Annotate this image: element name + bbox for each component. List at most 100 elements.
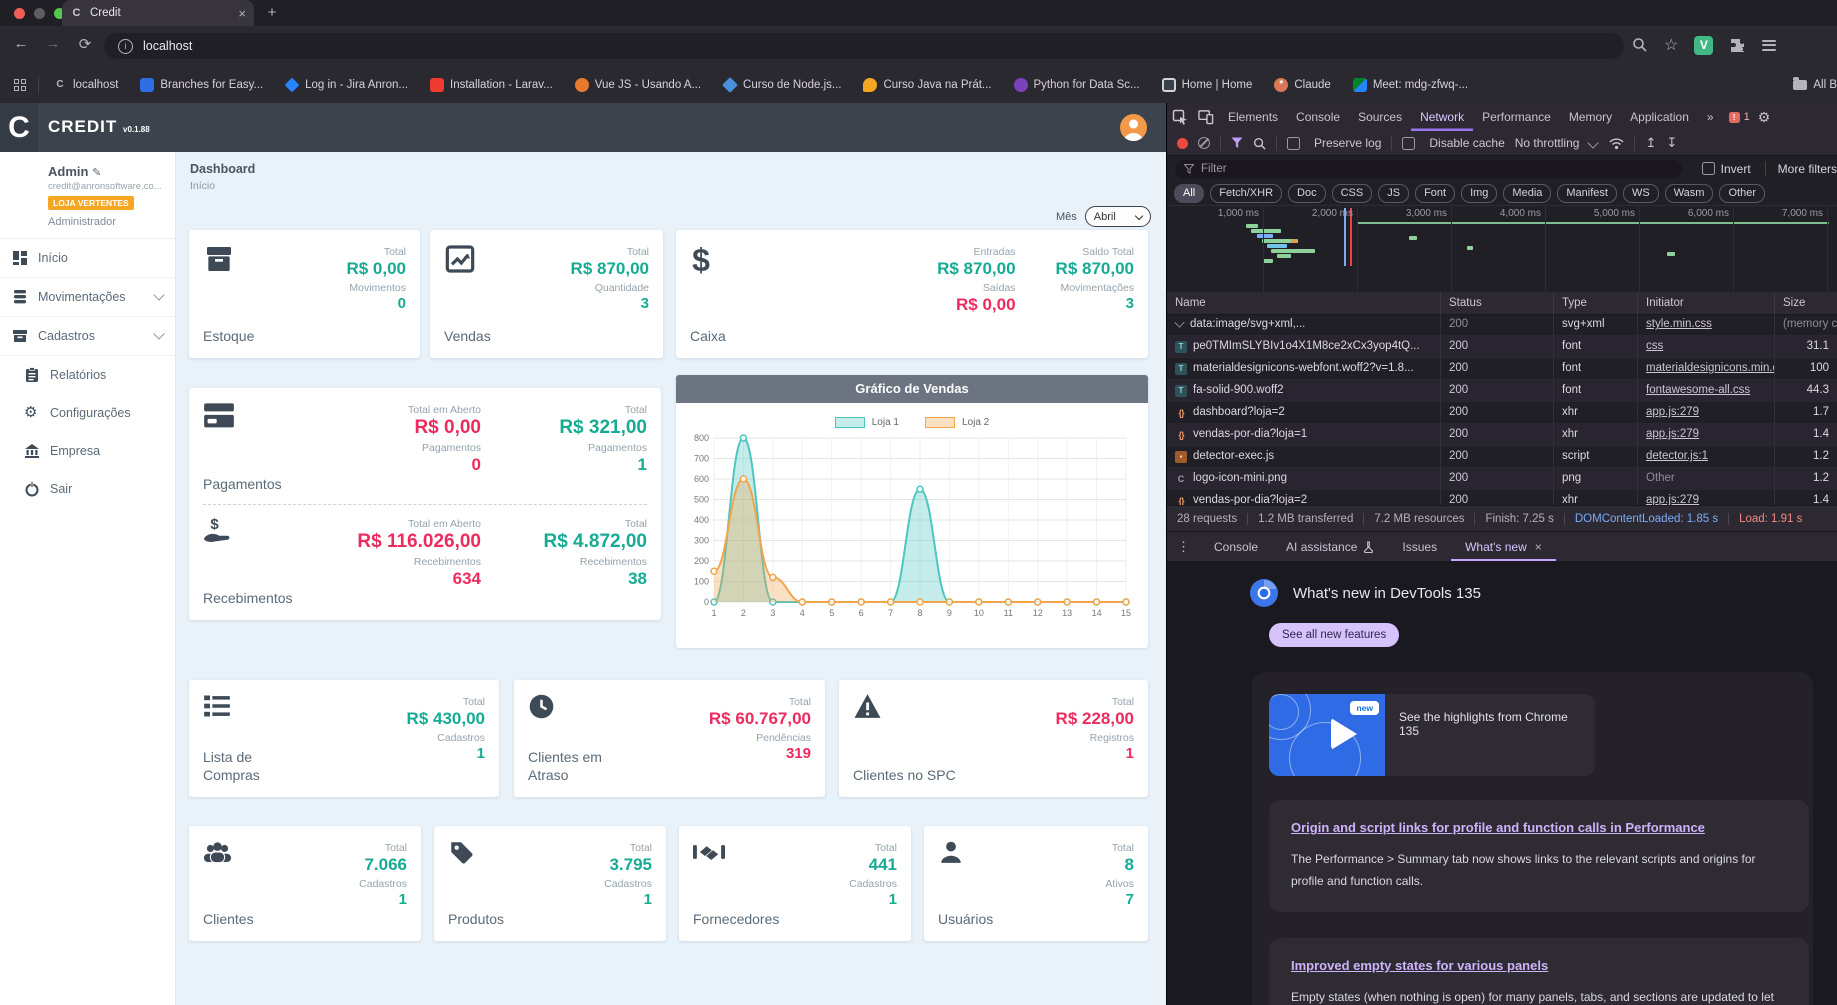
legend-item[interactable]: Loja 2 [925, 417, 989, 428]
type-chip[interactable]: Wasm [1664, 183, 1714, 203]
network-request-row[interactable]: logo-icon-mini.png 200 png Other 1.2 [1167, 468, 1837, 490]
traffic-light-zoom[interactable] [54, 8, 65, 19]
sidebar-item-inicio[interactable]: Início [0, 239, 175, 278]
inspect-element-icon[interactable] [1172, 109, 1188, 125]
more-filters-label[interactable]: More filters [1777, 161, 1837, 176]
sidebar-item-configuracoes[interactable]: ⚙ Configurações [24, 404, 131, 421]
new-tab-button[interactable]: + [267, 4, 277, 21]
bookmark-item[interactable]: Log in - Jira Anron... [284, 77, 408, 92]
type-chip[interactable]: JS [1378, 183, 1410, 203]
network-request-row[interactable]: materialdesignicons-webfont.woff2?v=1.8.… [1167, 358, 1837, 380]
preserve-log-checkbox[interactable] [1287, 136, 1300, 150]
column-header[interactable]: Type [1554, 292, 1638, 314]
import-har-icon[interactable]: ↥ [1645, 135, 1657, 150]
sidebar-item-empresa[interactable]: Empresa [0, 432, 175, 470]
network-conditions-icon[interactable] [1609, 137, 1624, 150]
request-initiator[interactable]: materialdesignicons.min.css [1646, 362, 1774, 374]
bookmark-item[interactable]: Meet: mdg-zfwq-... [1352, 77, 1468, 92]
type-chip[interactable]: Doc [1288, 183, 1326, 203]
devtools-tab[interactable]: Network [1411, 103, 1473, 131]
bookmark-item[interactable]: Installation - Larav... [430, 77, 553, 92]
bookmark-star-icon[interactable]: ☆ [1664, 37, 1679, 54]
site-info-icon[interactable]: i [118, 38, 133, 54]
request-initiator[interactable]: app.js:279 [1646, 494, 1700, 506]
type-chip[interactable]: Font [1415, 183, 1456, 203]
devtools-settings-gear-icon[interactable]: ⚙ [1757, 108, 1771, 125]
network-request-row[interactable]: detector-exec.js 200 script detector.js:… [1167, 446, 1837, 468]
drawer-tab-issues[interactable]: Issues [1402, 540, 1438, 554]
type-chip[interactable]: Img [1461, 183, 1498, 203]
address-bar[interactable]: i localhost [104, 33, 1624, 59]
filter-funnel-icon[interactable] [1231, 137, 1243, 149]
legend-item[interactable]: Loja 1 [834, 417, 899, 428]
record-network-log-icon[interactable] [1177, 137, 1188, 149]
header-avatar[interactable] [1120, 114, 1147, 141]
sidebar-item-sair[interactable]: Sair [0, 470, 175, 508]
drawer-tab-ai-assistance[interactable]: AI assistance [1272, 532, 1388, 562]
network-request-row[interactable]: pe0TMImSLYBIv1o4X1M8ce2xCx3yop4tQ... 200… [1167, 336, 1837, 358]
type-chip[interactable]: CSS [1331, 183, 1373, 203]
network-overview-timeline[interactable]: 1,000 ms 2,000 ms 3,000 ms 4,000 ms 5,000 ms… [1167, 206, 1837, 293]
back-icon[interactable]: ← [13, 35, 29, 52]
filter-input[interactable]: Filter [1175, 159, 1682, 178]
all-bookmarks-button[interactable]: All B [1793, 76, 1837, 91]
devtools-tab[interactable]: Application [1630, 110, 1689, 124]
traffic-light-close[interactable] [14, 8, 25, 19]
request-initiator[interactable]: detector.js:1 [1646, 450, 1709, 462]
column-header[interactable]: Status [1441, 292, 1554, 314]
month-select[interactable]: Abril [1084, 206, 1151, 227]
type-chip[interactable]: Other [1719, 183, 1765, 203]
clear-network-log-icon[interactable] [1198, 137, 1210, 149]
request-initiator[interactable]: Other [1646, 472, 1675, 484]
section-link[interactable]: Origin and script links for profile and … [1291, 820, 1705, 835]
reload-icon[interactable]: ⟳ [78, 36, 92, 53]
sidebar-item-movimentacoes[interactable]: Movimentações [0, 278, 175, 317]
devtools-tab[interactable]: Console [1296, 110, 1341, 124]
network-request-row[interactable]: vendas-por-dia?loja=1 200 xhr app.js:279… [1167, 424, 1837, 446]
bookmark-item[interactable]: Claude [1274, 77, 1331, 92]
devtools-tab[interactable]: Performance [1482, 110, 1551, 124]
vue-devtools-extension-icon[interactable]: V [1694, 35, 1714, 55]
sidebar-item-cadastros[interactable]: Cadastros [0, 317, 175, 356]
bookmark-item[interactable]: Python for Data Sc... [1013, 77, 1140, 92]
type-chip[interactable]: Fetch/XHR [1210, 183, 1283, 203]
bookmark-item[interactable]: Vue JS - Usando A... [574, 77, 701, 92]
bookmark-item[interactable]: Curso Java na Prát... [863, 77, 992, 92]
type-chip[interactable]: Media [1503, 183, 1552, 203]
see-all-features-button[interactable]: See all new features [1269, 623, 1400, 647]
network-request-row[interactable]: fa-solid-900.woff2 200 font fontawesome-… [1167, 380, 1837, 402]
drawer-tab-whats-new[interactable]: What's new × [1451, 532, 1556, 562]
devtools-tab[interactable]: Elements [1228, 110, 1279, 124]
drawer-menu-icon[interactable]: ⋮ [1177, 539, 1190, 554]
device-toolbar-icon[interactable] [1198, 109, 1214, 125]
browser-menu-icon[interactable] [1762, 37, 1777, 53]
request-initiator[interactable]: fontawesome-all.css [1646, 384, 1751, 396]
throttling-select[interactable]: No throttling [1514, 136, 1580, 150]
apps-grid-icon[interactable] [14, 78, 26, 91]
network-request-row[interactable]: data:image/svg+xml,... 200 svg+xml style… [1167, 314, 1837, 336]
column-header[interactable]: Initiator [1638, 292, 1775, 314]
network-request-row[interactable]: dashboard?loja=2 200 xhr app.js:279 1.7 [1167, 402, 1837, 424]
export-har-icon[interactable]: ↧ [1666, 135, 1678, 150]
column-header[interactable]: Size [1775, 292, 1837, 314]
edit-profile-icon[interactable]: ✎ [92, 167, 102, 179]
type-chip[interactable]: WS [1622, 183, 1659, 203]
request-initiator[interactable]: app.js:279 [1646, 406, 1700, 418]
traffic-light-minimize[interactable] [34, 8, 45, 19]
request-initiator[interactable]: style.min.css [1646, 318, 1712, 330]
bookmark-item[interactable]: localhost [53, 78, 118, 92]
request-initiator[interactable]: app.js:279 [1646, 428, 1700, 440]
more-tabs-icon[interactable]: » [1706, 110, 1714, 124]
close-icon[interactable]: × [1534, 540, 1542, 554]
bookmark-item[interactable]: Curso de Node.js... [722, 76, 841, 93]
bookmark-item[interactable]: Branches for Easy... [140, 77, 263, 92]
type-chip[interactable]: All [1174, 183, 1205, 203]
devtools-tab[interactable]: Sources [1358, 110, 1403, 124]
search-icon[interactable] [1632, 37, 1648, 53]
request-initiator[interactable]: css [1646, 340, 1664, 352]
column-header[interactable]: Name [1167, 292, 1441, 314]
bookmark-item[interactable]: Home | Home [1161, 77, 1252, 92]
disable-cache-checkbox[interactable] [1402, 136, 1416, 150]
highlight-banner[interactable]: new See the highlights from Chrome 135 [1269, 694, 1595, 776]
tab-close-icon[interactable]: × [238, 5, 246, 21]
